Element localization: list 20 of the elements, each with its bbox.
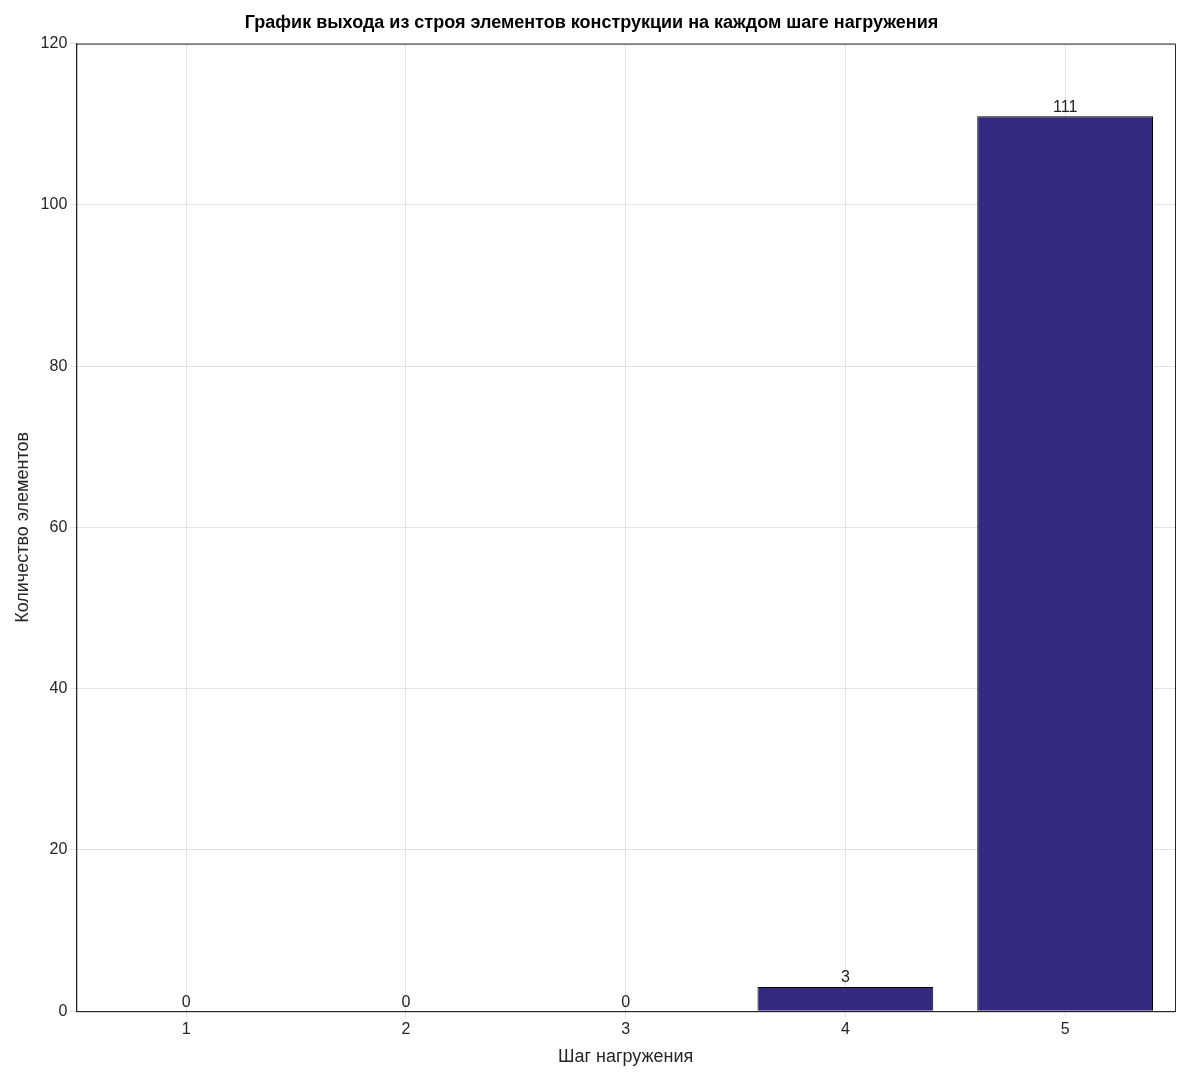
x-axis-title: Шаг нагружения [557, 1046, 694, 1067]
data-label: 0 [401, 992, 411, 1010]
chart-title: График выхода из строя элементов конструкции на каждом шаге нагружения [244, 11, 939, 32]
x-tick-label: 2 [401, 1020, 411, 1038]
y-tick-label: 0 [58, 1001, 68, 1019]
x-tick-label: 5 [1060, 1020, 1070, 1038]
y-tick-label: 120 [40, 34, 68, 52]
data-label: 111 [1052, 97, 1078, 115]
x-tick-label: 1 [181, 1020, 191, 1038]
y-tick-label: 60 [49, 517, 68, 535]
y-tick-label: 20 [49, 840, 68, 858]
data-label: 3 [840, 968, 850, 986]
y-tick-label: 80 [49, 356, 68, 374]
data-label: 0 [621, 992, 631, 1010]
y-tick-label: 100 [40, 195, 68, 213]
x-tick-label: 3 [621, 1020, 631, 1038]
x-tick-label: 4 [840, 1020, 850, 1038]
y-axis-title: Количество элементов [11, 431, 32, 623]
y-tick-label: 40 [49, 679, 68, 697]
data-label: 0 [181, 992, 191, 1010]
